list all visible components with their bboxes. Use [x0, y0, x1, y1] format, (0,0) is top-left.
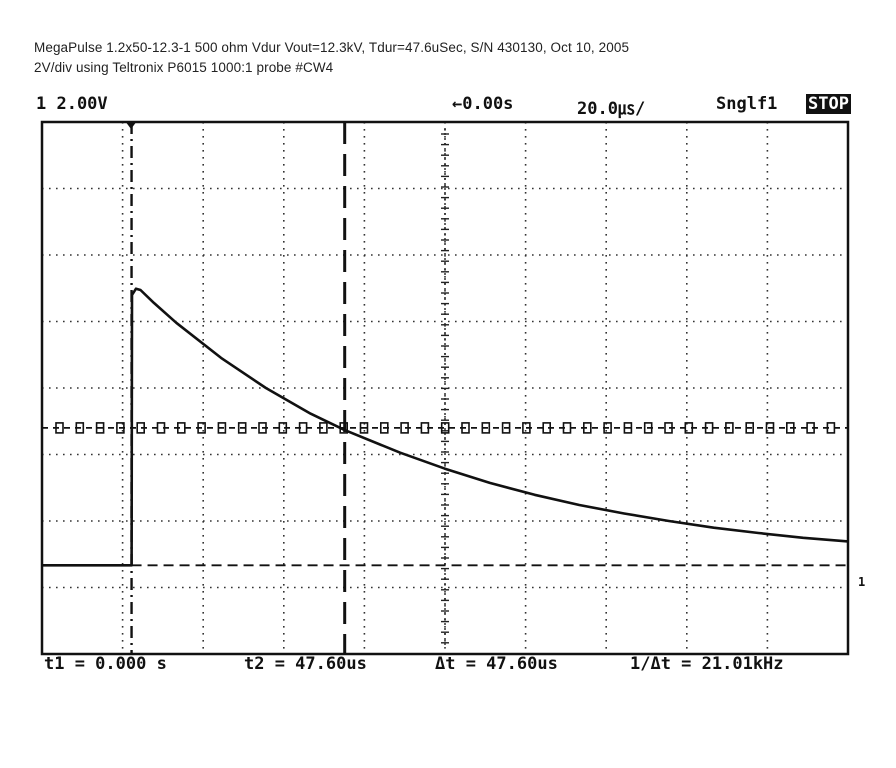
- threshold-marker: [197, 422, 206, 434]
- threshold-marker: [217, 422, 227, 434]
- threshold-marker: [461, 422, 470, 434]
- threshold-marker: [298, 422, 308, 434]
- threshold-marker: [725, 422, 734, 434]
- graticule-grid: [42, 122, 848, 654]
- threshold-marker: [440, 422, 450, 434]
- threshold-marker: [643, 422, 653, 434]
- threshold-marker: [542, 422, 552, 434]
- threshold-marker: [522, 422, 531, 434]
- threshold-marker: [623, 422, 633, 434]
- channel-scale-readout: 1 2.00V: [36, 94, 108, 114]
- caption-line-1: MegaPulse 1.2x50-12.3-1 500 ohm Vdur Vou…: [34, 40, 630, 55]
- threshold-marker: [582, 422, 592, 434]
- threshold-marker: [116, 422, 125, 434]
- threshold-marker: [55, 422, 64, 434]
- waveform-trace: [42, 287, 849, 567]
- threshold-marker: [684, 422, 694, 434]
- cursor-t1-readout: t1 = 0.000 s: [44, 654, 167, 674]
- threshold-marker: [359, 422, 369, 434]
- threshold-marker: [400, 422, 409, 434]
- threshold-level-line: [42, 422, 848, 434]
- threshold-marker: [664, 422, 673, 434]
- threshold-marker: [319, 422, 328, 434]
- inverse-delta-t-readout: 1/Δt = 21.01kHz: [630, 654, 784, 674]
- threshold-marker: [156, 422, 166, 434]
- threshold-marker: [136, 422, 145, 434]
- trigger-position-marker: [125, 121, 137, 129]
- stop-status-badge: STOP: [806, 94, 851, 114]
- threshold-marker: [75, 422, 85, 434]
- caption-line-2: 2V/div using Teltronix P6015 1000:1 prob…: [34, 60, 334, 75]
- threshold-marker: [745, 422, 755, 434]
- threshold-marker: [826, 422, 836, 434]
- threshold-marker: [704, 422, 714, 434]
- threshold-marker: [806, 422, 815, 434]
- threshold-marker: [785, 422, 795, 434]
- acquisition-mode-readout: Snglf1: [716, 94, 778, 114]
- threshold-marker: [481, 422, 491, 434]
- threshold-marker: [379, 422, 389, 434]
- threshold-marker: [258, 422, 267, 434]
- cursor-t2-readout: t2 = 47.60us: [244, 654, 367, 674]
- threshold-marker: [278, 422, 288, 434]
- run-status-readout: STOP: [806, 94, 851, 114]
- threshold-marker: [562, 422, 572, 434]
- delta-t-readout: Δt = 47.60us: [435, 654, 558, 674]
- threshold-marker: [237, 422, 247, 434]
- threshold-marker: [765, 422, 775, 434]
- time-offset-readout: ←0.00s: [452, 94, 514, 114]
- threshold-marker: [501, 422, 511, 434]
- threshold-marker: [420, 422, 430, 434]
- threshold-marker: [95, 422, 105, 434]
- ground-marker-label: 1: [858, 575, 865, 589]
- threshold-marker: [177, 422, 186, 434]
- graticule-frame: [40, 120, 850, 656]
- time-per-div-readout: 20.0㎲/: [577, 99, 646, 119]
- threshold-marker: [603, 422, 612, 434]
